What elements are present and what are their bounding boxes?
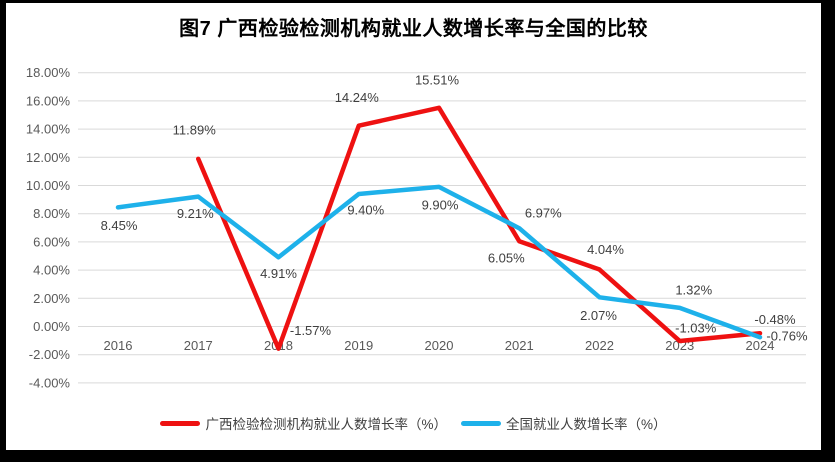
legend-item-guangxi: 广西检验检测机构就业人数增长率（%） [160, 413, 447, 433]
data-label-series-1: -0.76% [766, 329, 808, 344]
data-label-series-0: 11.89% [173, 122, 217, 137]
data-label-series-1: 4.91% [260, 266, 297, 281]
y-axis-tick-label: 10.00% [26, 178, 71, 193]
x-axis-tick-label: 2016 [104, 338, 133, 353]
y-axis-tick-label: 6.00% [33, 234, 70, 249]
y-axis-tick-label: 18.00% [26, 65, 71, 80]
y-axis-tick-label: 4.00% [33, 263, 70, 278]
legend-label-national: 全国就业人数增长率（%） [506, 417, 667, 432]
legend-line-swatch-red [160, 420, 201, 426]
series-line-1 [115, 184, 763, 340]
data-label-series-1: 6.97% [525, 206, 562, 221]
data-label-series-0: 4.04% [587, 242, 624, 257]
legend: 广西检验检测机构就业人数增长率（%） 全国就业人数增长率（%） [6, 413, 821, 433]
legend-label-guangxi: 广西检验检测机构就业人数增长率（%） [205, 417, 447, 432]
data-label-series-1: 9.21% [177, 206, 214, 221]
legend-line-swatch-blue [461, 420, 501, 426]
legend-item-national: 全国就业人数增长率（%） [461, 413, 667, 433]
x-axis-tick-label: 2024 [746, 338, 775, 353]
y-axis-tick-label: 16.00% [26, 93, 71, 108]
data-label-series-1: 1.32% [675, 282, 712, 297]
y-axis-tick-label: 8.00% [33, 206, 70, 221]
y-axis-tick-label: 14.00% [26, 122, 71, 137]
x-axis-tick-label: 2020 [425, 338, 454, 353]
data-label-series-0: -1.57% [290, 323, 332, 338]
chart-canvas: 图7 广西检验检测机构就业人数增长率与全国的比较 -4.00% -2.00% 0.0… [6, 3, 821, 450]
x-axis-tick-label: 2019 [344, 338, 373, 353]
data-label-series-0: 6.05% [488, 251, 525, 266]
data-label-series-0: 14.24% [335, 90, 380, 105]
y-axis-tick-label: -2.00% [29, 347, 71, 362]
data-label-series-0: -1.03% [675, 321, 717, 336]
x-axis-tick-label: 2017 [184, 338, 213, 353]
plot-area: -4.00% -2.00% 0.00% 2.00% 4.00% 6.00% 8.00% 10.… [26, 65, 808, 390]
series-line-0 [196, 105, 763, 351]
data-label-series-1: 2.07% [580, 308, 617, 323]
y-axis-tick-label: -4.00% [29, 375, 71, 390]
chart-title: 图7 广西检验检测机构就业人数增长率与全国的比较 [179, 18, 648, 40]
data-label-series-0: -0.48% [754, 312, 796, 327]
data-label-series-1: 9.90% [422, 197, 459, 212]
data-label-series-1: 9.40% [347, 202, 384, 217]
x-axis-tick-label: 2022 [585, 338, 614, 353]
y-axis-tick-label: 0.00% [33, 319, 70, 334]
data-label-series-0: 15.51% [415, 72, 460, 87]
x-axis-tick-label: 2021 [505, 338, 534, 353]
y-axis-tick-label: 2.00% [33, 291, 70, 306]
data-label-series-1: 8.45% [101, 218, 138, 233]
y-axis-tick-label: 12.00% [26, 150, 71, 165]
